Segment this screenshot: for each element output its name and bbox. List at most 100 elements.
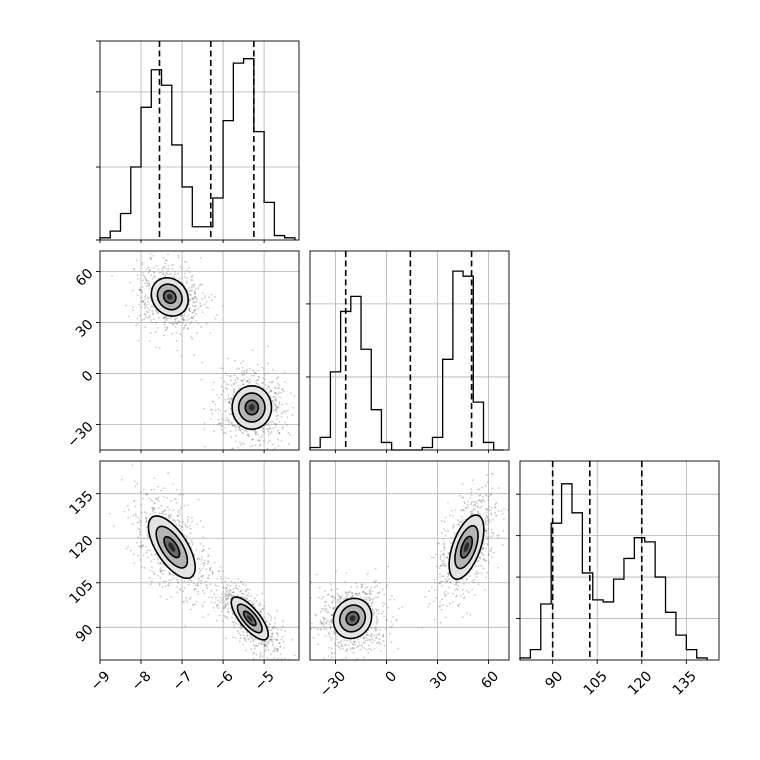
sample-point	[183, 580, 186, 583]
sample-point	[141, 286, 144, 288]
sample-point	[478, 488, 481, 491]
sample-point	[181, 268, 184, 270]
sample-point	[470, 510, 473, 513]
sample-point	[336, 588, 338, 590]
sample-point	[277, 387, 280, 390]
sample-point	[165, 318, 168, 321]
sample-point	[343, 639, 346, 641]
sample-point	[369, 592, 372, 595]
sample-point	[151, 510, 154, 513]
sample-point	[151, 309, 154, 312]
sample-point	[225, 594, 228, 597]
sample-point	[210, 590, 213, 592]
sample-point	[224, 427, 227, 429]
sample-point	[140, 503, 143, 506]
sample-point	[123, 510, 126, 513]
sample-point	[371, 601, 374, 604]
sample-point	[489, 548, 492, 551]
sample-point	[477, 506, 479, 509]
sample-point	[187, 266, 190, 269]
sample-point	[280, 392, 282, 394]
sample-point	[133, 269, 136, 271]
sample-point	[189, 322, 192, 325]
sample-point	[167, 317, 169, 320]
sample-point	[183, 587, 186, 589]
sample-point	[246, 594, 249, 597]
sample-point	[356, 646, 358, 648]
sample-point	[226, 602, 229, 605]
sample-point	[281, 425, 284, 428]
sample-point	[232, 394, 235, 396]
sample-point	[161, 269, 164, 272]
sample-point	[367, 596, 370, 599]
sample-point	[236, 378, 239, 380]
sample-point	[350, 641, 352, 644]
sample-point	[145, 492, 148, 495]
sample-point	[232, 613, 235, 615]
sample-point	[168, 508, 171, 511]
sample-point	[228, 401, 231, 403]
sample-point	[206, 587, 209, 590]
sample-point	[144, 277, 147, 280]
sample-point	[153, 266, 155, 269]
sample-point	[323, 628, 326, 630]
sample-point	[280, 439, 283, 442]
sample-point	[124, 304, 127, 307]
sample-point	[190, 596, 192, 599]
sample-point	[233, 389, 235, 391]
sample-point	[184, 272, 186, 275]
sample-point	[281, 411, 284, 414]
sample-point	[351, 592, 354, 595]
sample-point	[226, 591, 228, 593]
sample-point	[152, 570, 155, 573]
sample-point	[191, 284, 194, 287]
sample-point	[312, 636, 315, 639]
sample-point	[200, 580, 203, 582]
sample-point	[344, 581, 346, 583]
sample-point	[489, 535, 492, 538]
sample-point	[200, 569, 202, 571]
sample-point	[255, 431, 257, 434]
sample-point	[212, 381, 215, 384]
sample-point	[207, 560, 210, 562]
sample-point	[449, 602, 451, 605]
sample-point	[237, 387, 240, 390]
sample-point	[248, 588, 251, 591]
sample-point	[251, 455, 253, 457]
sample-point	[186, 277, 188, 280]
sample-point	[164, 262, 167, 265]
sample-point	[186, 282, 188, 284]
sample-point	[181, 314, 184, 317]
sample-point	[486, 538, 489, 540]
sample-point	[154, 331, 157, 334]
sample-point	[148, 298, 151, 300]
sample-point	[335, 602, 337, 604]
sample-point	[248, 435, 251, 438]
sample-point	[319, 620, 322, 622]
sample-point	[229, 589, 232, 592]
sample-point	[272, 443, 274, 446]
sample-point	[148, 316, 151, 319]
sample-point	[285, 403, 288, 405]
sample-point	[478, 556, 481, 559]
sample-point	[212, 400, 215, 403]
sample-point	[177, 581, 179, 584]
sample-point	[329, 606, 332, 609]
sample-point	[180, 525, 183, 528]
sample-point	[239, 425, 241, 428]
sample-point	[283, 646, 285, 649]
sample-point	[193, 300, 196, 303]
sample-point	[272, 368, 274, 371]
sample-point	[277, 376, 280, 379]
sample-point	[192, 297, 195, 300]
sample-point	[242, 360, 245, 363]
sample-point	[177, 254, 180, 257]
sample-point	[331, 613, 334, 616]
sample-point	[157, 562, 160, 564]
sample-point	[252, 603, 255, 606]
sample-point	[268, 623, 271, 626]
sample-point	[190, 320, 193, 323]
sample-point	[370, 635, 373, 638]
sample-point	[396, 619, 398, 621]
sample-point	[267, 643, 270, 645]
